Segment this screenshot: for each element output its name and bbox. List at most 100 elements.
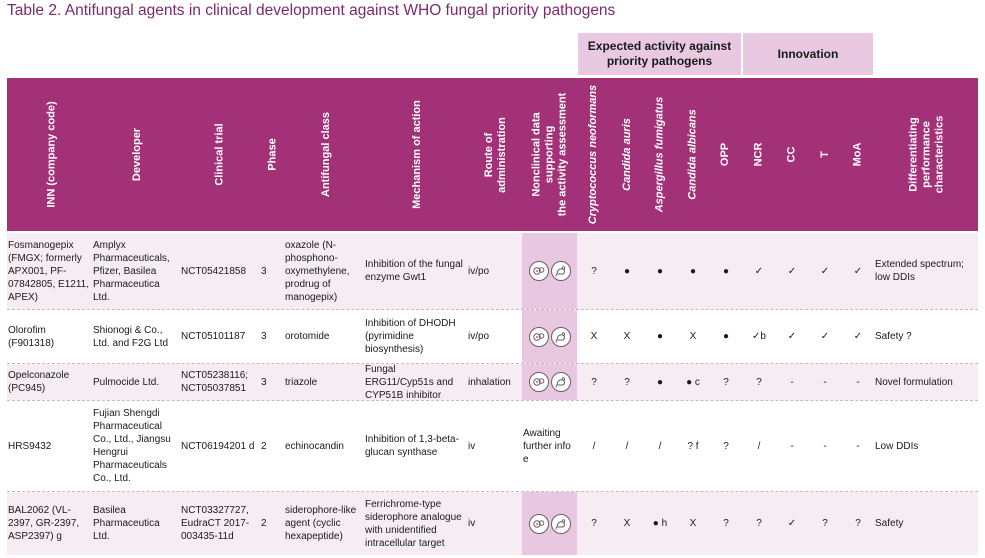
cell-candida-auris: X [623,331,631,342]
cell-developer: Amplyx Pharmaceuticals, Pfizer, Basilea … [93,239,170,303]
mouse-icon [550,372,571,392]
col-header-moa-short: MoA [851,142,864,167]
col-header-aspergillus: Aspergillus fumigatus [653,96,666,213]
col-header-nonclinical: Nonclinical data supporting the activity a… [530,92,569,217]
cell-moa-flag: ✓ [853,265,863,277]
cell-moa: Inhibition of 1,3-beta-glucan synthase [365,434,459,458]
cell-moa: Ferrichrome-type siderophore analogue wi… [365,498,462,549]
cell-class: oxazole (N-phosphono-oxymethylene, prodr… [285,239,350,303]
cell-route: iv/po [468,265,490,277]
cell-aspergillus: / [658,440,662,452]
cell-differentiating: Novel formulation [875,376,953,388]
cell-moa-flag: ? [855,518,861,529]
cell-nonclinical: Awaiting further info e [523,427,571,465]
col-header-differentiating: Differentiating performance characteristic… [907,115,946,194]
table-title: Table 2. Antifungal agents in clinical d… [7,2,616,19]
cell-ncr: ✓ [754,265,764,277]
cell-candida-auris: / [625,440,629,452]
row-divider [7,400,978,401]
col-header-ncr: NCR [752,142,765,167]
cell-route: iv [468,440,476,452]
cell-t: ✓ [820,265,830,277]
cell-t: - [823,376,827,388]
col-header-t: T [818,151,831,158]
cell-differentiating: Safety ? [875,331,912,342]
col-header-inn: INN (company code) [45,101,58,208]
cell-candida-auris: ? [624,376,630,388]
cell-inn: BAL2062 (VL-2397, GR-2397, ASP2397) g [8,505,80,542]
col-header-candida-albicans: Candida albicans [686,109,699,200]
fungus-cell-icon [528,372,549,392]
cell-cryptococcus: ? [591,376,597,388]
cell-cryptococcus: ? [591,518,597,529]
cell-aspergillus: ● [656,331,664,342]
cell-inn: Fosmanogepix (FMGX; formerly APX001, PF-… [8,239,90,303]
col-header-moa: Mechanism of action [411,100,424,209]
col-header-opp: OPP [719,142,732,167]
cell-inn: Olorofim (F901318) [8,324,55,349]
cell-candida-albicans: X [689,331,697,342]
table-row-bg [7,364,978,400]
cell-aspergillus: ● [656,376,664,388]
nonclinical-icons [522,492,577,555]
mouse-icon [550,326,571,347]
cell-developer: Fujian Shengdi Pharmaceutical Co., Ltd.,… [93,408,171,484]
cell-candida-auris: ● [623,265,631,277]
cell-class: triazole [285,376,318,388]
col-header-candida-auris: Candida auris [620,118,633,191]
cell-trial: NCT05421858 [181,265,247,277]
cell-cc: ✓ [787,518,797,529]
fungus-cell-icon [528,326,549,347]
nonclinical-icons [522,364,577,400]
cell-cc: - [790,440,794,452]
fungus-cell-icon [528,513,549,534]
col-header-route: Route of administration [482,116,508,193]
cell-trial: NCT03327727, EudraCT 2017-003435-11d [181,505,250,542]
cell-cc: ✓ [787,331,797,342]
cell-ncr: ? [756,376,762,388]
cell-moa: Inhibition of DHODH (pyrimidine biosynth… [365,318,456,355]
cell-t: - [823,440,827,452]
cell-moa-flag: - [856,440,860,452]
cell-t: ✓ [820,331,830,342]
table-row-bg [7,492,978,555]
cell-opp: ? [723,440,729,452]
col-header-cc: CC [785,146,798,163]
cell-candida-albicans: ● [689,265,697,277]
cell-cryptococcus: / [592,440,596,452]
cell-t: ? [822,518,828,529]
cell-differentiating: Safety [875,518,904,529]
cell-phase: 3 [261,376,267,388]
nonclinical-icons [522,310,577,363]
cell-aspergillus: ● h [652,518,668,529]
cell-developer: Shionogi & Co., Ltd. and F2G Ltd [93,324,169,349]
cell-class: echinocandin [285,440,344,452]
cell-trial: NCT05238116; NCT05037851 [181,370,249,394]
col-header-cryptococcus: Cryptococcus neoformans [587,84,600,225]
col-header-phase: Phase [267,138,280,171]
cell-route: inhalation [468,376,511,388]
cell-ncr: / [757,440,761,452]
group-header-innovation: Innovation [743,33,873,75]
cell-candida-albicans: X [689,518,697,529]
cell-ncr: ✓b [752,331,766,342]
cell-trial: NCT05101187 [181,331,246,342]
row-divider [7,363,978,364]
cell-cc: - [790,376,794,388]
cell-route: iv/po [468,331,490,342]
row-divider [7,491,978,492]
cell-trial: NCT06194201 d [181,440,255,452]
cell-moa: Inhibition of the fungal enzyme Gwt1 [365,259,463,283]
col-header-class: Antifungal class [319,112,332,197]
cell-phase: 2 [261,440,267,452]
cell-opp: ● [722,331,730,342]
row-divider [7,309,978,310]
mouse-icon [550,513,571,534]
cell-moa-flag: - [856,376,860,388]
cell-phase: 3 [261,331,267,342]
cell-class: orotomide [285,331,330,342]
table-row-bg [7,233,978,309]
cell-differentiating: Extended spectrum; low DDIs [875,259,964,283]
mouse-icon [550,261,571,281]
cell-phase: 2 [261,518,267,529]
